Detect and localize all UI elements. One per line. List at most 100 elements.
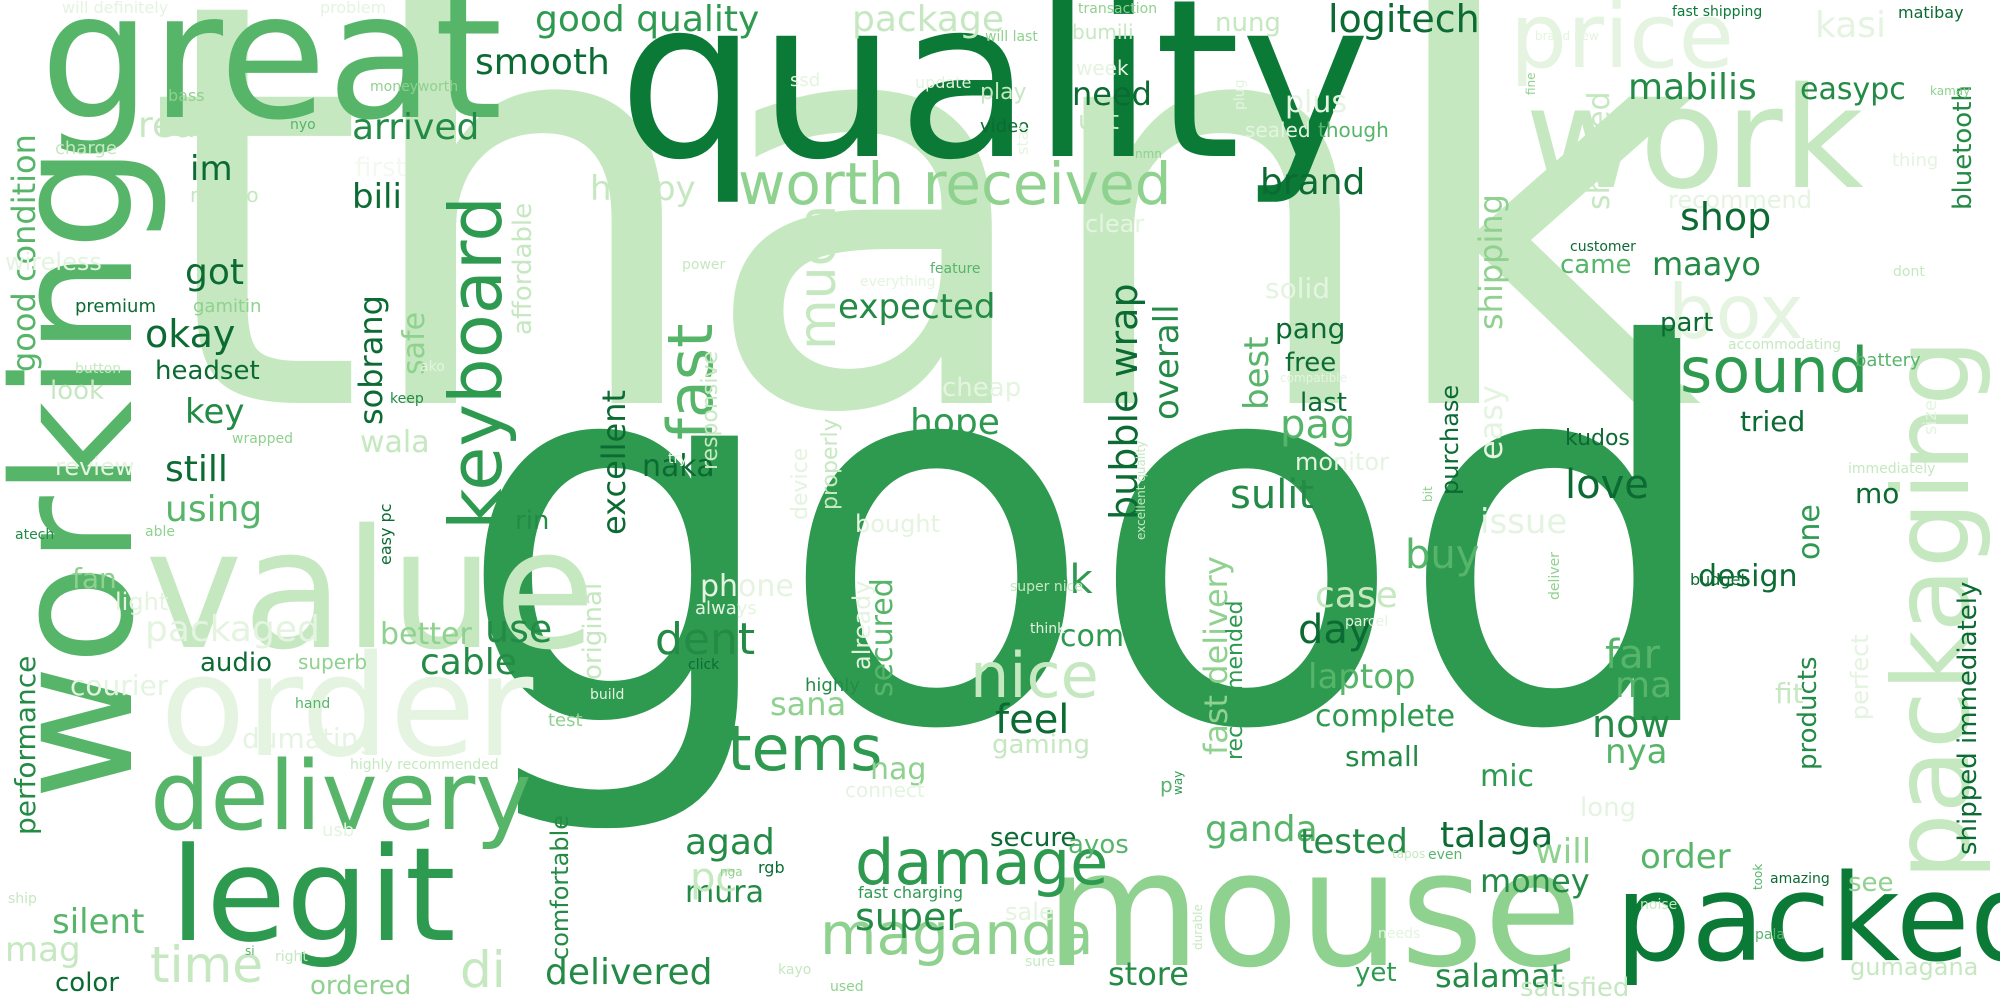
word-mag: mag (5, 930, 81, 970)
word-click: click (688, 657, 720, 673)
word-case: case (1315, 575, 1398, 616)
word-super: super (855, 895, 963, 939)
word-need: need (1072, 75, 1152, 113)
word-salamat: salamat (1435, 957, 1564, 995)
word-power: power (682, 257, 726, 273)
word-mouse: mouse (1045, 816, 1582, 1000)
word-agad: agad (685, 822, 775, 863)
word-everything: everything (860, 274, 936, 290)
word-feature: feature (930, 261, 981, 277)
word-secure: secure (990, 823, 1077, 853)
word-super-nice: super nice (1010, 579, 1083, 595)
word-wala: wala (360, 425, 430, 460)
word-feel: feel (995, 697, 1070, 743)
word-fast-charging: fast charging (858, 883, 964, 902)
word-pag: pag (1280, 402, 1356, 448)
word-device: device (788, 447, 813, 520)
word-cheap: cheap (942, 373, 1022, 403)
word-tapos: tapos (1392, 847, 1426, 861)
word-star: star (1013, 124, 1032, 155)
word-usb: usb (322, 820, 355, 841)
word-nyo: nyo (290, 117, 316, 133)
word-ssd: ssd (790, 70, 821, 91)
word-easy-pc: easy pc (376, 503, 395, 566)
word-got: got (185, 252, 244, 293)
word-clear: clear (1085, 210, 1145, 238)
word-kayo: kayo (778, 962, 812, 978)
word-amazing: amazing (1770, 871, 1830, 887)
word-items: items (710, 712, 883, 785)
word-nag: nag (870, 752, 927, 787)
word-mura: mura (685, 875, 764, 910)
word-day: day (1298, 607, 1372, 653)
word-bass: bass (168, 86, 205, 105)
word-gaming: gaming (992, 730, 1090, 760)
word-logitech: logitech (1328, 0, 1480, 41)
word-nga: nga (720, 865, 743, 879)
word-recommend: recommend (1668, 186, 1812, 214)
word-rgb: rgb (758, 858, 785, 877)
word-good: good (455, 237, 1727, 843)
word-pc: pc (690, 855, 738, 901)
word-shipped: shipped (1582, 91, 1617, 210)
word-issue: issue (1480, 502, 1568, 542)
word-sana: sana (770, 685, 847, 723)
word-solid: solid (1265, 272, 1331, 305)
word-sobrang: sobrang (352, 295, 390, 425)
word-phone: phone (700, 569, 794, 604)
word-always: always (695, 598, 757, 619)
word-store: store (1108, 955, 1189, 993)
word-money: money (1480, 862, 1590, 900)
word-expected: expected (838, 287, 996, 327)
word-color: color (55, 968, 120, 998)
word-arrived: arrived (352, 107, 480, 148)
word-excellent-quality: excellent quality (1134, 440, 1148, 540)
word-pang: pang (1275, 312, 1346, 345)
word-packaged: packaged (145, 609, 320, 650)
word-box: box (1668, 268, 1804, 356)
word-thank: thank (145, 0, 1702, 536)
word-superb: superb (298, 650, 368, 674)
word-now: now (1592, 702, 1671, 746)
word-matibay: matibay (1898, 3, 1964, 22)
word-kudos: kudos (1565, 426, 1630, 451)
word-button: button (75, 361, 122, 377)
word-shipped-immediately: shipped immediately (1953, 581, 1983, 855)
word-happy: happy (590, 169, 696, 209)
word-long: long (1580, 793, 1637, 823)
word-perfect: perfect (1846, 634, 1874, 720)
word-highly-recommended: highly recommended (350, 757, 499, 773)
word-already: already (848, 580, 876, 670)
word-keyboard: keyboard (434, 196, 518, 530)
word-ganda: ganda (1205, 809, 1318, 850)
word-needs: needs (1378, 926, 1421, 942)
word-customer: customer (1570, 239, 1636, 255)
word-brand: brand (1260, 162, 1366, 203)
word-though: though (1318, 118, 1389, 142)
word-package: package (852, 0, 1004, 40)
word-si: si (245, 944, 255, 958)
word-small: small (1345, 740, 1420, 773)
word-charge: charge (55, 138, 117, 159)
word-play: play (980, 80, 1027, 105)
word-smooth: smooth (475, 42, 610, 83)
word-excellent: excellent (595, 389, 633, 535)
word-much: much (788, 204, 848, 350)
word-come: come (1060, 619, 1143, 654)
word-fast-shipping: fast shipping (1672, 4, 1763, 20)
word-easy: easy (1472, 385, 1510, 460)
word-bili: bili (352, 177, 402, 217)
word-will-last: will last (985, 29, 1038, 45)
word-update: update (915, 73, 972, 92)
word-yet: yet (1355, 958, 1397, 988)
word-will-definitely: will definitely (62, 0, 169, 17)
word-far: far (1605, 632, 1661, 678)
word-used: used (830, 979, 864, 995)
word-took: took (1751, 863, 1765, 890)
word-best: best (1237, 336, 1277, 410)
word-products: products (1793, 656, 1823, 770)
word-look: look (50, 376, 105, 406)
word-kamay: kamay (1930, 84, 1971, 98)
word-sealed: sealed (1245, 118, 1311, 142)
